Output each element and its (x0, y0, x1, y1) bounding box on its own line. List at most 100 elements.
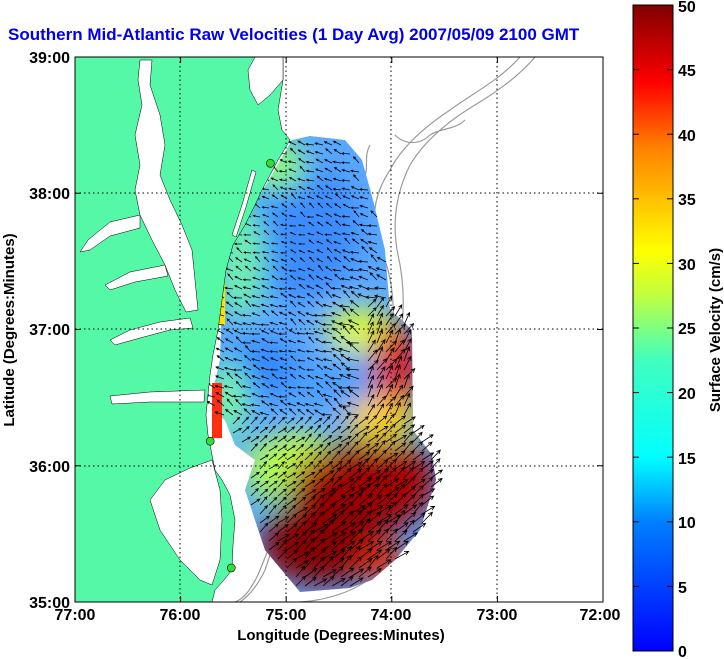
colorbar-tick-label: 20 (678, 386, 696, 403)
velocity-vector (234, 311, 243, 317)
velocity-vector (259, 454, 270, 461)
velocity-vector (288, 329, 297, 335)
james-river (109, 317, 194, 346)
colorbar-tick-label: 15 (678, 451, 696, 468)
velocity-vector (313, 330, 324, 335)
velocity-vector (322, 441, 331, 452)
velocity-vector (367, 540, 383, 551)
velocity-vector (260, 375, 270, 380)
velocity-vector (270, 310, 279, 317)
velocity-vector (280, 194, 288, 200)
velocity-vector (358, 416, 370, 425)
velocity-vector (289, 232, 297, 236)
velocity-vector (316, 389, 324, 398)
velocity-vector (286, 417, 295, 425)
velocity-vector (340, 576, 354, 587)
velocity-vector (315, 168, 324, 173)
velocity-vector (313, 468, 323, 479)
x-tick-labels: 77:00 76:00 75:00 74:00 73:00 72:00 (55, 607, 621, 624)
x-tick-label: 73:00 (477, 607, 518, 624)
velocity-vector (313, 433, 322, 443)
velocity-vector (376, 468, 390, 479)
velocity-vector (394, 313, 404, 326)
velocity-vector (251, 312, 261, 317)
velocity-vector (394, 424, 407, 434)
velocity-vector (277, 416, 286, 425)
velocity-vector (304, 479, 316, 488)
velocity-vector (295, 452, 304, 461)
velocity-vector (251, 375, 261, 380)
velocity-vector (322, 488, 337, 497)
velocity-vector (270, 205, 279, 209)
velocity-vector (313, 510, 325, 524)
velocity-vector (367, 383, 373, 398)
velocity-vector (385, 396, 397, 407)
velocity-vector (340, 161, 351, 165)
velocity-vector (403, 402, 411, 416)
velocity-vector (308, 239, 315, 245)
velocity-vector (280, 233, 288, 236)
velocity-vector (358, 443, 371, 452)
velocity-vector (304, 556, 315, 569)
velocity-vector (307, 250, 315, 254)
velocity-vector (365, 295, 378, 300)
velocity-vector (376, 425, 389, 434)
delaware-bay (247, 57, 284, 106)
velocity-vector (376, 518, 389, 533)
velocity-vector (313, 556, 325, 569)
velocity-vector (295, 443, 305, 452)
velocity-vector (232, 358, 243, 362)
velocity-vector (295, 507, 309, 515)
colorbar-tick-label: 5 (678, 580, 687, 597)
velocity-vector (242, 286, 252, 290)
velocity-vector (367, 298, 377, 308)
velocity-vector (295, 531, 308, 542)
velocity-vector (269, 321, 279, 326)
velocity-vector (313, 444, 324, 452)
velocity-vector (376, 415, 388, 425)
velocity-vector (322, 329, 333, 335)
velocity-vector (233, 321, 243, 326)
velocity-vector (367, 568, 383, 578)
velocity-vector (316, 221, 324, 227)
velocity-vector (288, 366, 297, 371)
velocity-vector (340, 441, 350, 452)
velocity-vector (297, 359, 306, 362)
velocity-vector (325, 290, 333, 299)
x-axis-label: Longitude (Degrees:Minutes) (237, 627, 445, 644)
velocity-vector (394, 415, 407, 425)
velocity-vector (340, 510, 355, 524)
velocity-vector (307, 300, 315, 308)
velocity-vector (349, 432, 360, 443)
velocity-vector (251, 410, 261, 416)
velocity-vector (259, 434, 268, 443)
velocity-vector (330, 347, 342, 353)
velocity-vector (245, 299, 252, 308)
velocity-vector (315, 382, 324, 389)
velocity-vector (295, 479, 306, 488)
velocity-vector (313, 402, 324, 407)
velocity-vector (297, 196, 306, 200)
velocity-vector (250, 350, 261, 353)
velocity-vector (260, 330, 270, 335)
velocity-vector (304, 451, 314, 461)
velocity-vector (313, 451, 322, 461)
velocity-vector (349, 556, 363, 569)
velocity-vector (243, 233, 252, 237)
velocity-vector (271, 373, 279, 380)
y-tick-label: 36:00 (29, 459, 70, 476)
velocity-vector (242, 366, 252, 371)
velocity-vector (233, 242, 243, 246)
velocity-vector (358, 431, 368, 443)
velocity-vector (340, 277, 351, 281)
velocity-vector (315, 275, 324, 281)
velocity-vector (353, 156, 360, 164)
velocity-vector (269, 384, 279, 389)
colorbar-label: Surface Velocity (cm/s) (707, 248, 724, 412)
velocity-vector (349, 538, 364, 551)
velocity-vector (403, 476, 416, 488)
velocity-vector (376, 403, 385, 416)
velocity-vector (343, 289, 351, 299)
velocity-vector (281, 203, 288, 209)
velocity-vector (326, 255, 333, 263)
